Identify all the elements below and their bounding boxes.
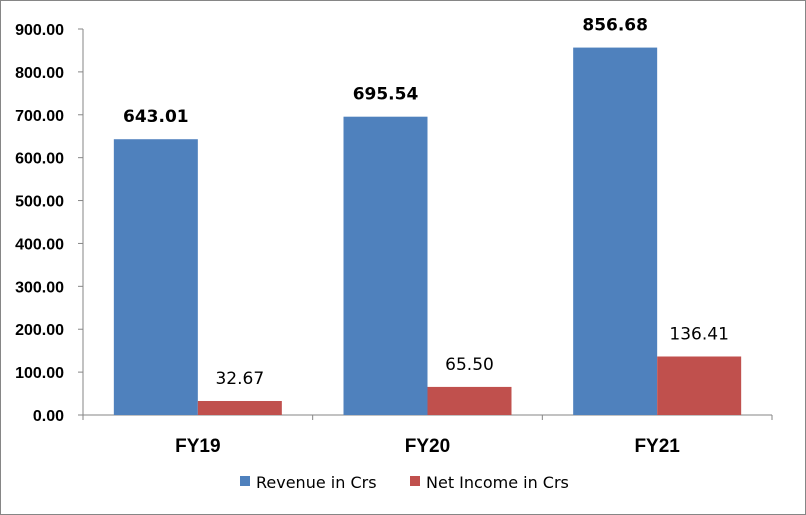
x-category-label: FY20 [405,436,450,457]
legend-swatch-revenue [240,476,250,486]
y-tick-label: 800.00 [15,65,64,82]
data-label-net-income-fy20: 65.50 [445,355,494,375]
legend-label-revenue: Revenue in Crs [256,473,377,492]
bar-net-income-fy19 [197,400,282,415]
y-tick-label: 100.00 [15,365,64,382]
y-tick-label: 200.00 [15,322,64,339]
y-tick-label: 300.00 [15,279,64,296]
legend: Revenue in Crs Net Income in Crs [240,473,569,492]
legend-label-net-income: Net Income in Crs [426,473,569,492]
y-tick-label: 0.00 [33,408,64,425]
data-label-revenue-fy21: 856.68 [582,16,648,36]
y-axis-ticks: 0.00 100.00 200.00 300.00 400.00 500.00 600.00… [15,22,83,425]
data-labels: 643.01 32.67 695.54 65.50 856.68 136.41 [123,16,729,389]
x-axis-categories: FY19 FY20 FY21 [82,415,773,457]
bar-revenue-fy21 [573,47,658,415]
y-tick-label: 500.00 [15,194,64,211]
bar-revenue-fy19 [113,139,198,415]
bar-net-income-fy21 [657,356,742,415]
x-category-label: FY21 [634,436,680,457]
bars-group [113,47,742,416]
y-tick-label: 700.00 [15,108,64,125]
bar-net-income-fy20 [427,386,512,415]
y-tick-label: 400.00 [15,236,64,253]
data-label-net-income-fy19: 32.67 [215,369,264,389]
legend-swatch-net-income [410,476,420,486]
data-label-revenue-fy20: 695.54 [353,85,419,105]
y-tick-label: 900.00 [15,22,64,39]
data-label-net-income-fy21: 136.41 [669,324,728,344]
data-label-revenue-fy19: 643.01 [123,107,189,127]
x-category-label: FY19 [175,436,220,457]
bar-revenue-fy20 [343,116,428,416]
y-tick-label: 600.00 [15,151,64,168]
